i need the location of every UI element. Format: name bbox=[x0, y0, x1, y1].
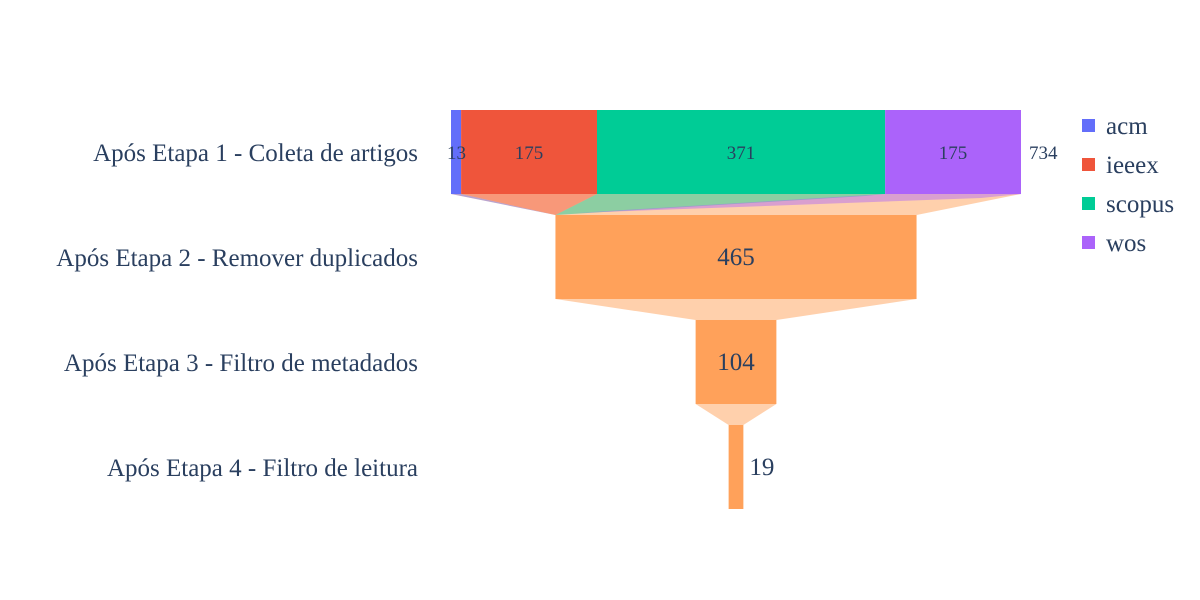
value-label-stage1-scopus: 371 bbox=[727, 143, 756, 164]
bar-stage1-acm bbox=[451, 110, 462, 194]
value-label-stage1-total: 734 bbox=[1029, 143, 1058, 164]
bar-stage3 bbox=[695, 320, 777, 404]
funnel-value-labels: 13 175 371 175 734 465 104 19 bbox=[447, 143, 1058, 481]
connector-stage2-stage3 bbox=[555, 299, 917, 320]
value-label-stage4: 19 bbox=[749, 454, 774, 481]
stage-labels: Após Etapa 1 - Coleta de artigos Após Eta… bbox=[56, 140, 418, 482]
value-label-stage1-ieeex: 175 bbox=[515, 143, 544, 164]
legend-label-ieeex[interactable]: ieeex bbox=[1106, 152, 1159, 179]
value-label-stage3: 104 bbox=[717, 349, 755, 376]
legend-swatch-acm[interactable] bbox=[1082, 119, 1095, 132]
legend-label-wos[interactable]: wos bbox=[1106, 230, 1146, 257]
stage-label-3: Após Etapa 3 - Filtro de metadados bbox=[64, 350, 418, 377]
funnel-bars bbox=[451, 110, 1021, 509]
connector-scopus bbox=[555, 194, 886, 215]
connector-ieeex bbox=[461, 194, 597, 215]
bar-stage2 bbox=[555, 215, 917, 299]
legend-swatch-wos[interactable] bbox=[1082, 236, 1095, 249]
value-label-stage1-wos: 175 bbox=[939, 143, 968, 164]
connector-stage3-stage4 bbox=[695, 404, 777, 425]
connector-stage1-stage2 bbox=[451, 194, 1021, 215]
funnel-connectors bbox=[451, 194, 1021, 425]
connector-acm bbox=[451, 194, 556, 215]
legend-swatch-scopus[interactable] bbox=[1082, 197, 1095, 210]
legend: acm ieeex scopus wos bbox=[1082, 113, 1174, 257]
bar-stage1-ieeex bbox=[461, 110, 597, 194]
value-label-stage1-acm: 13 bbox=[447, 143, 466, 164]
value-label-stage2: 465 bbox=[717, 244, 755, 271]
legend-swatch-ieeex[interactable] bbox=[1082, 158, 1095, 171]
bar-stage4 bbox=[728, 425, 744, 509]
stage-label-4: Após Etapa 4 - Filtro de leitura bbox=[107, 455, 418, 482]
connector-wos bbox=[575, 194, 1021, 213]
stage-label-1: Após Etapa 1 - Coleta de artigos bbox=[93, 140, 418, 167]
bar-stage1-scopus bbox=[596, 110, 886, 194]
legend-label-scopus[interactable]: scopus bbox=[1106, 191, 1174, 218]
stage-label-2: Após Etapa 2 - Remover duplicados bbox=[56, 245, 418, 272]
bar-stage1-wos bbox=[885, 110, 1021, 194]
legend-label-acm[interactable]: acm bbox=[1106, 113, 1148, 140]
